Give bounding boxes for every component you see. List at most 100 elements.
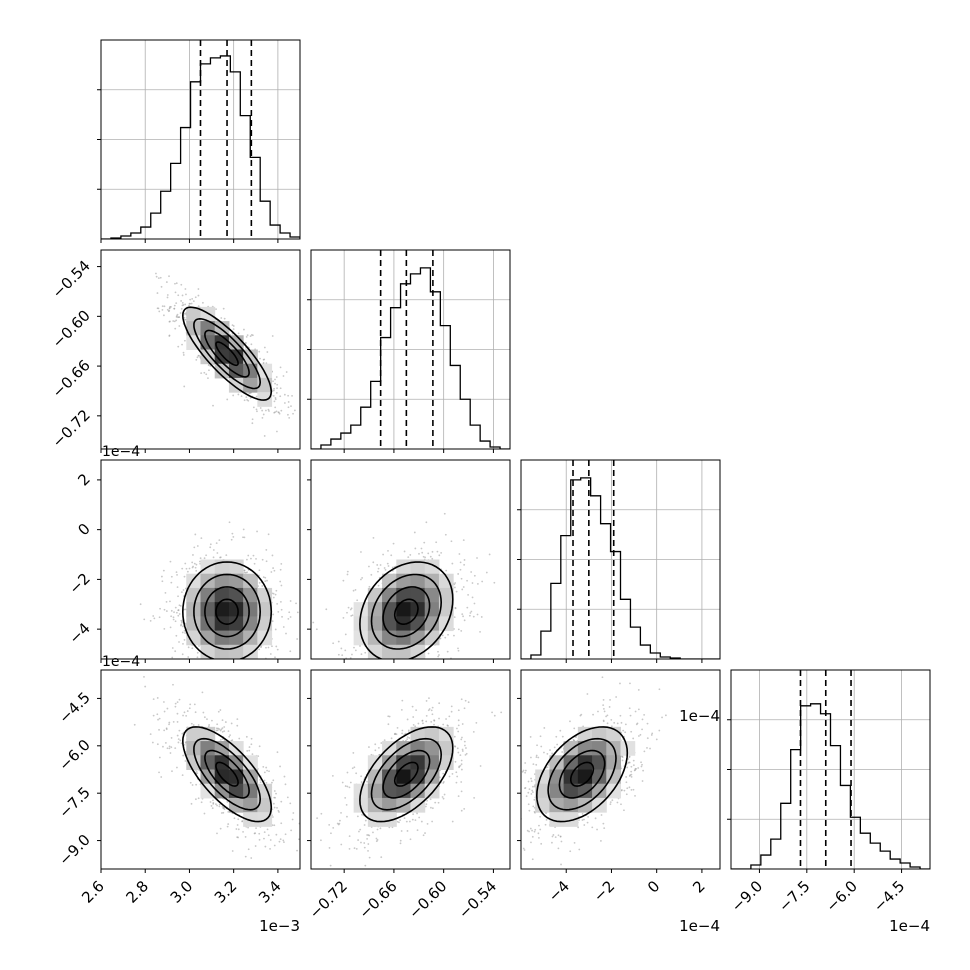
sample-point (382, 671, 384, 673)
sample-point (262, 413, 265, 416)
sample-point (383, 663, 385, 665)
sample-point (184, 303, 187, 306)
sample-point (249, 664, 251, 666)
sample-point (271, 781, 273, 784)
sample-point (641, 718, 644, 721)
sample-point (414, 819, 417, 822)
sample-point (237, 667, 239, 669)
sample-point (371, 699, 373, 701)
sample-point (168, 320, 171, 323)
sample-point (212, 799, 214, 802)
sample-point (194, 566, 197, 569)
sample-point (279, 838, 282, 841)
sample-point (207, 364, 210, 367)
sample-point (368, 668, 370, 670)
sample-point (180, 742, 183, 745)
sample-point (360, 578, 362, 581)
sample-point (181, 732, 184, 735)
x-tick-label: 2.6 (78, 877, 108, 907)
contour-line (193, 573, 262, 650)
density-cell (200, 587, 216, 603)
sample-point (347, 606, 350, 609)
sample-point (173, 320, 176, 323)
density-cell (438, 602, 454, 617)
sample-point (184, 622, 187, 625)
sample-point (188, 304, 190, 307)
density-cell (200, 630, 216, 646)
sample-point (456, 775, 459, 778)
sample-point (192, 554, 194, 556)
contour-line (181, 726, 273, 823)
sample-point (346, 771, 349, 774)
sample-point (275, 392, 278, 394)
density-cell (424, 726, 440, 742)
density-cell (438, 755, 454, 770)
sample-point (641, 763, 643, 766)
sample-point (197, 288, 200, 290)
sample-point (383, 739, 386, 742)
sample-point (361, 577, 364, 579)
sample-point (383, 691, 385, 693)
sample-point (442, 781, 445, 783)
sample-point (266, 769, 269, 772)
sample-point (177, 609, 180, 611)
sample-point (230, 664, 232, 666)
sample-point (174, 702, 177, 705)
sample-point (187, 656, 190, 658)
sample-point (440, 551, 443, 554)
sample-point (262, 361, 265, 364)
sample-point (214, 666, 216, 668)
sample-point (208, 369, 210, 372)
sample-point (266, 828, 269, 831)
sample-point (417, 722, 420, 725)
sample-point (465, 752, 468, 755)
sample-point (407, 729, 410, 732)
sample-point (471, 582, 474, 584)
density-cell (410, 644, 426, 659)
sample-point (445, 569, 448, 572)
sample-point (250, 857, 253, 859)
sample-point (216, 723, 219, 726)
sample-point (551, 835, 554, 838)
sample-point (290, 829, 293, 832)
sample-point (170, 581, 173, 584)
sample-point (274, 378, 276, 381)
sample-point (436, 668, 438, 670)
sample-point (289, 650, 292, 653)
sample-point (632, 737, 635, 740)
contour-line (215, 761, 239, 787)
sample-point (243, 328, 245, 331)
sample-point (431, 807, 434, 810)
sample-point (377, 584, 380, 587)
sample-point (466, 606, 469, 609)
sample-point (399, 839, 402, 842)
sample-point (197, 724, 200, 726)
sample-point (627, 758, 630, 760)
sample-point (448, 715, 451, 718)
sample-point (180, 307, 183, 310)
sample-point (254, 845, 257, 847)
sample-point (218, 805, 221, 808)
contour-line (204, 329, 250, 378)
sample-point (438, 554, 441, 557)
x-tick-label: −0.54 (455, 877, 500, 922)
sample-point (392, 542, 395, 545)
density-cell (186, 587, 201, 603)
sample-point (204, 675, 206, 677)
density-cell (396, 769, 411, 785)
sample-point (264, 845, 267, 848)
sample-point (172, 320, 175, 322)
density-cell (410, 616, 426, 632)
sample-point (390, 684, 392, 686)
sample-point (444, 636, 447, 639)
sample-point (220, 317, 223, 319)
sample-point (195, 770, 198, 772)
sample-point (271, 824, 274, 827)
sample-point (386, 668, 388, 670)
sample-point (396, 820, 399, 823)
sample-point (443, 680, 445, 682)
sample-point (207, 377, 209, 380)
sample-point (165, 728, 168, 731)
sample-point (272, 567, 275, 569)
sample-point (537, 832, 540, 835)
